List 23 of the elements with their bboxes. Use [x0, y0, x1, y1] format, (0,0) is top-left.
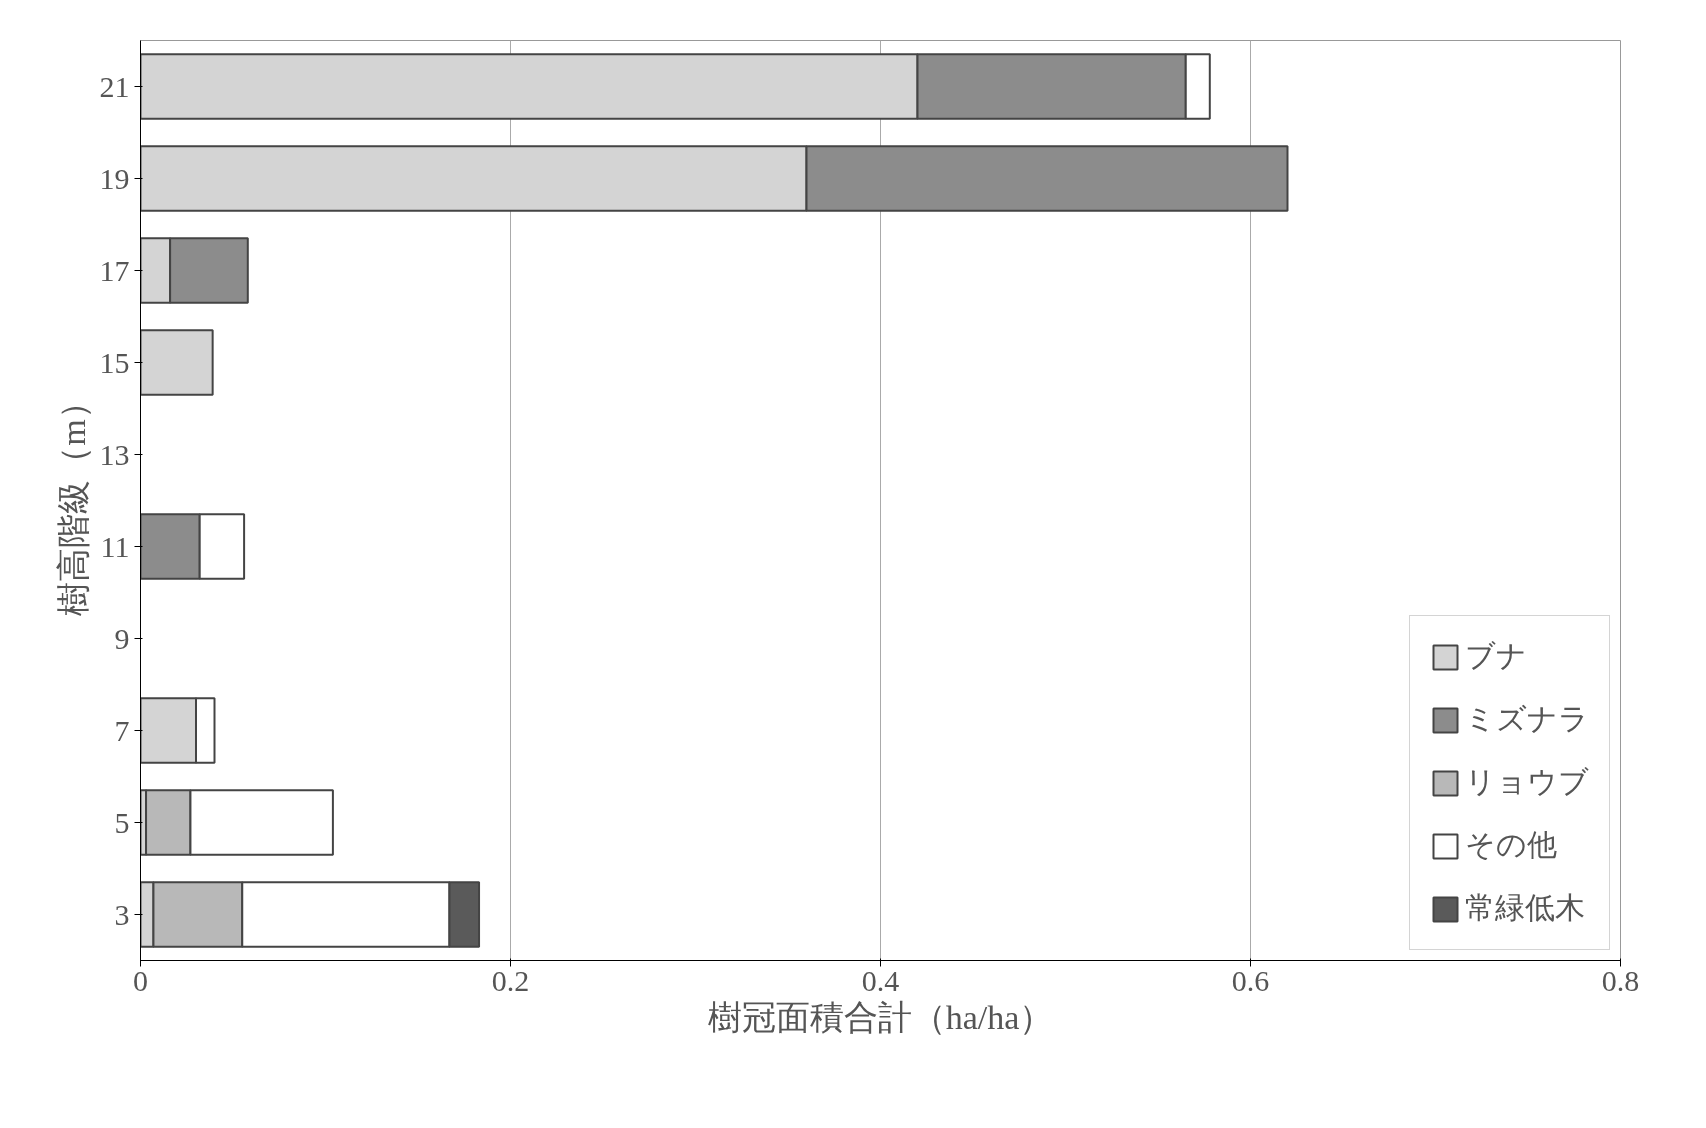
y-tick-label: 13	[99, 438, 130, 471]
legend-label: 常緑低木	[1465, 890, 1585, 926]
y-tick-label: 3	[114, 898, 130, 931]
x-tick-label: 0.6	[1231, 963, 1270, 997]
bar	[140, 329, 214, 396]
x-tick-label: 0.4	[861, 963, 900, 997]
legend-label: ミズナラ	[1465, 701, 1589, 737]
y-tick-label: 19	[99, 162, 130, 195]
y-tick-label: 21	[99, 70, 130, 103]
legend-label: ブナ	[1465, 638, 1527, 674]
y-tick-label: 15	[99, 346, 130, 379]
x-tick-label: 0.2	[491, 963, 530, 997]
y-tick-label: 5	[114, 806, 130, 839]
y-tick-label: 7	[114, 714, 130, 747]
y-tick-label: 11	[100, 530, 130, 563]
legend-label: その他	[1465, 827, 1557, 863]
y-tick-label: 9	[114, 622, 130, 655]
y-tick-label: 17	[99, 254, 130, 287]
x-axis-title: 樹冠面積合計（ha/ha）	[707, 998, 1054, 1036]
legend-label: リョウブ	[1465, 764, 1589, 800]
y-axis-title: 樹高階級（m）	[54, 385, 92, 616]
x-tick-label: 0.8	[1601, 963, 1640, 997]
x-tick-label: 0	[133, 963, 148, 997]
